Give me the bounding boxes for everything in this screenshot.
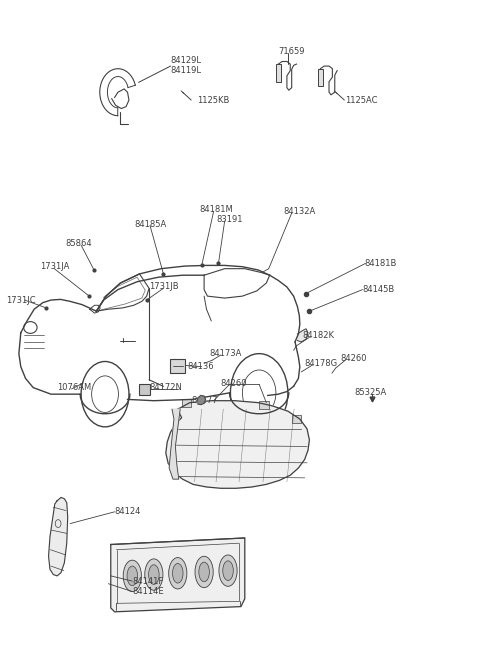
Text: 84172N: 84172N xyxy=(149,383,182,392)
Text: 85864: 85864 xyxy=(65,239,92,248)
Bar xyxy=(259,401,269,409)
Text: 85325A: 85325A xyxy=(355,388,387,398)
Text: 71659: 71659 xyxy=(278,47,305,56)
Text: 84129L: 84129L xyxy=(170,56,202,66)
Polygon shape xyxy=(169,409,180,479)
Text: 84173A: 84173A xyxy=(209,349,241,358)
Polygon shape xyxy=(298,329,308,342)
Text: 83191: 83191 xyxy=(216,215,242,224)
Text: 1125AC: 1125AC xyxy=(345,96,378,105)
Text: 84141F: 84141F xyxy=(132,576,164,586)
Text: 1731JC: 1731JC xyxy=(6,295,36,305)
Text: 84132A: 84132A xyxy=(283,207,315,215)
Ellipse shape xyxy=(195,556,213,588)
FancyBboxPatch shape xyxy=(170,359,185,373)
Text: 1731JA: 1731JA xyxy=(40,262,69,271)
Text: 84181M: 84181M xyxy=(199,206,233,214)
Polygon shape xyxy=(166,401,310,488)
Text: 84260: 84260 xyxy=(340,354,367,364)
Ellipse shape xyxy=(219,555,237,586)
Text: 84114E: 84114E xyxy=(132,587,164,596)
Text: 84185A: 84185A xyxy=(135,219,167,229)
Polygon shape xyxy=(197,396,205,405)
Ellipse shape xyxy=(123,560,142,591)
Text: 1076AM: 1076AM xyxy=(57,383,91,392)
Text: 1125KB: 1125KB xyxy=(197,96,229,105)
Polygon shape xyxy=(48,497,68,576)
Text: 84260: 84260 xyxy=(221,379,247,388)
Text: 84178G: 84178G xyxy=(305,359,338,368)
Text: 84145B: 84145B xyxy=(362,285,394,294)
Ellipse shape xyxy=(172,563,183,583)
Ellipse shape xyxy=(223,561,233,580)
Bar xyxy=(292,415,301,423)
Ellipse shape xyxy=(168,557,187,589)
Text: 84277: 84277 xyxy=(191,396,218,405)
Text: 1731JB: 1731JB xyxy=(149,282,179,291)
Ellipse shape xyxy=(199,562,209,582)
Bar xyxy=(276,64,281,83)
Text: 84119L: 84119L xyxy=(170,66,202,75)
FancyBboxPatch shape xyxy=(139,384,150,396)
Ellipse shape xyxy=(145,559,163,590)
Polygon shape xyxy=(111,538,245,612)
Text: 84181B: 84181B xyxy=(364,259,397,268)
Text: 84182K: 84182K xyxy=(302,331,334,340)
Text: 84136: 84136 xyxy=(187,362,214,371)
Text: 84124: 84124 xyxy=(115,508,141,516)
Ellipse shape xyxy=(149,565,159,584)
Ellipse shape xyxy=(127,566,138,586)
Bar xyxy=(181,400,191,407)
Bar xyxy=(318,69,323,86)
